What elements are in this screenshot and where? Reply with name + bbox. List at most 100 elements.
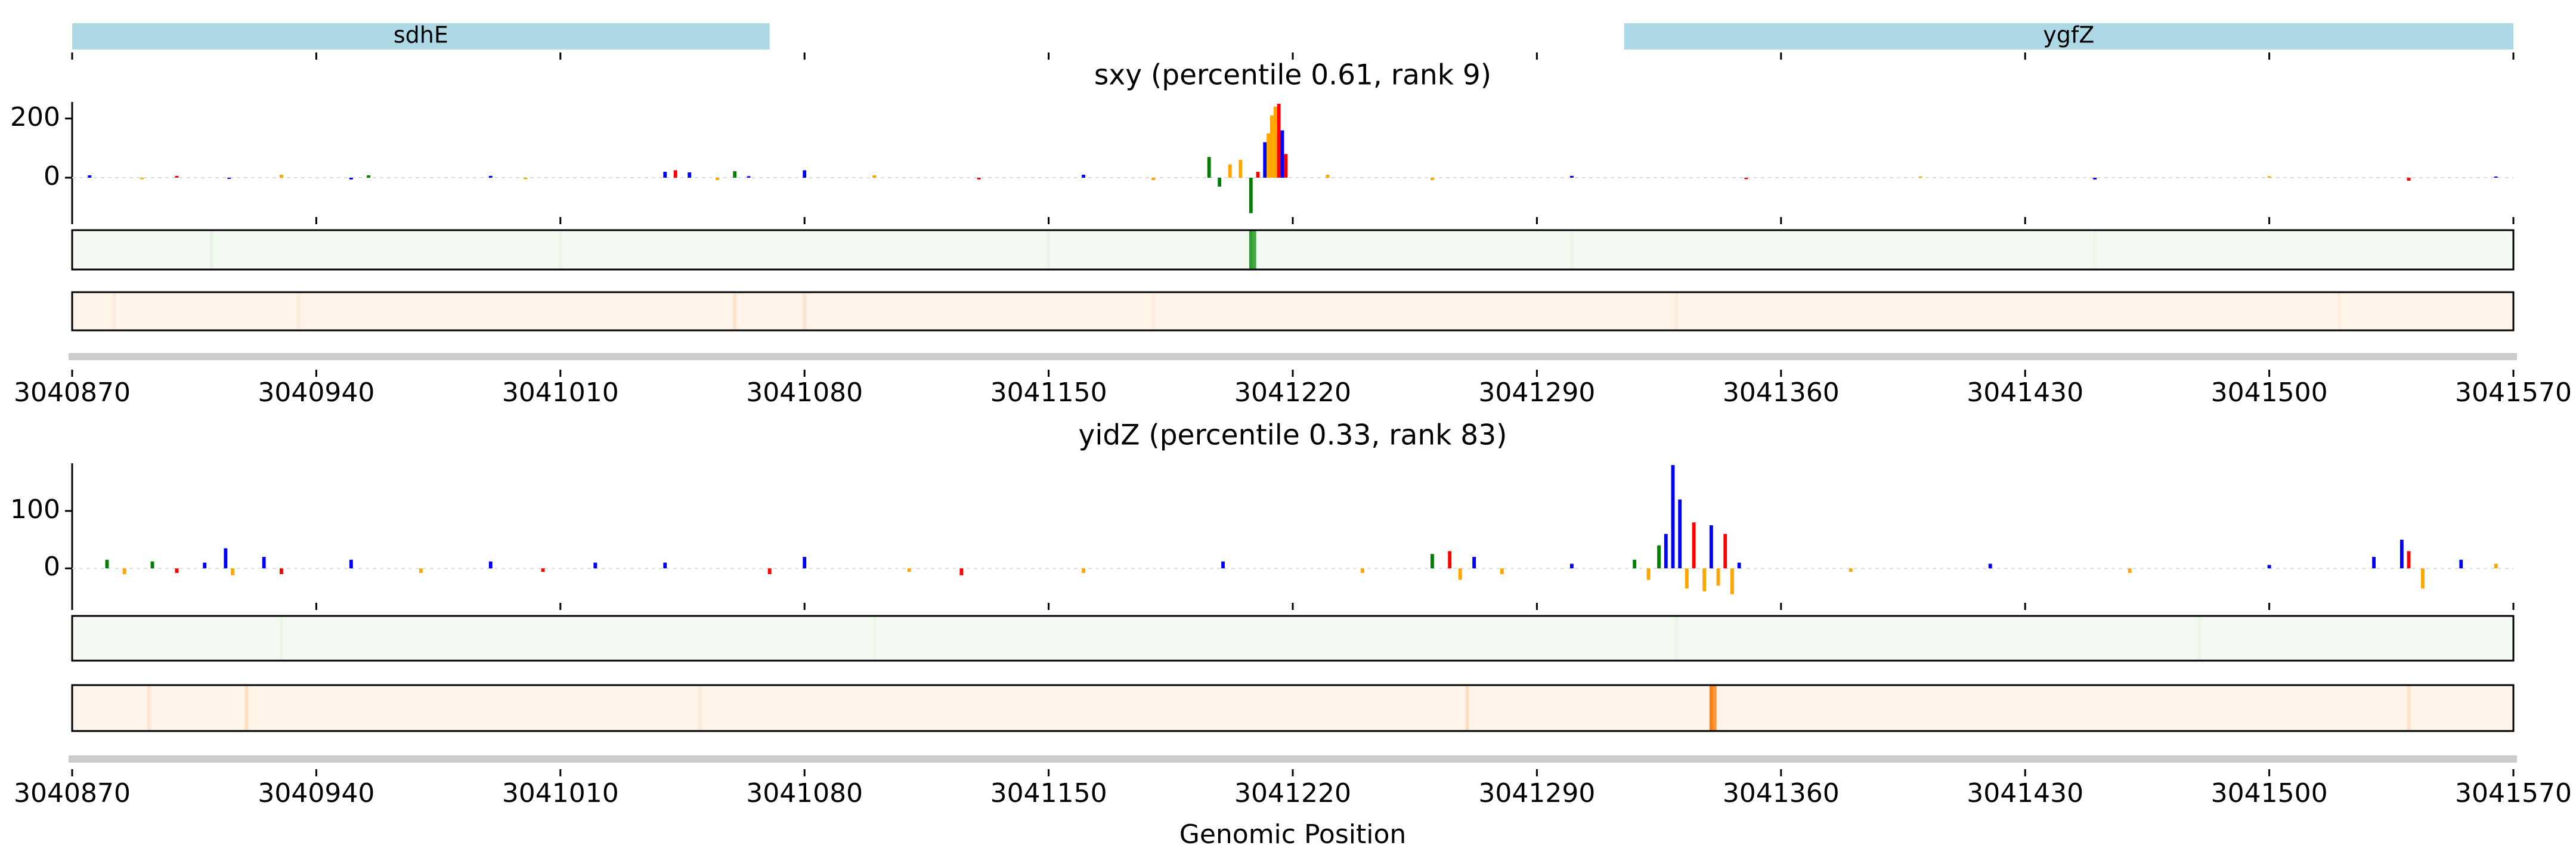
logo-bar bbox=[1326, 175, 1330, 178]
heat-cell bbox=[147, 686, 151, 730]
logo-bar bbox=[1709, 525, 1713, 569]
logo-bar bbox=[1685, 568, 1689, 589]
y-tick-label: 0 bbox=[44, 161, 60, 191]
logo-bar bbox=[1431, 178, 1434, 180]
logo-bar bbox=[663, 562, 667, 569]
logo-bar bbox=[959, 568, 964, 575]
x-tick-label: 3041010 bbox=[502, 377, 619, 408]
logo-bar bbox=[1988, 563, 1992, 569]
x-tick-label: 3041220 bbox=[1234, 377, 1351, 408]
logo-bar bbox=[1270, 115, 1274, 178]
x-tick-label: 3041430 bbox=[1967, 377, 2083, 408]
logo-bar bbox=[1239, 160, 1243, 178]
x-axis-label: Genomic Position bbox=[1179, 819, 1407, 850]
logo-bar bbox=[1082, 568, 1086, 573]
logo-bar bbox=[1671, 464, 1675, 569]
heat-cell bbox=[733, 293, 737, 330]
heat-cell bbox=[280, 617, 283, 660]
logo-bar bbox=[150, 561, 154, 569]
logo-bar bbox=[224, 548, 228, 569]
x-tick-label: 3040870 bbox=[14, 377, 131, 408]
heat-cell bbox=[558, 231, 562, 269]
panel-title: yidZ (percentile 0.33, rank 83) bbox=[1079, 419, 1507, 452]
heat-cell bbox=[1046, 231, 1051, 269]
x-tick-label: 3041290 bbox=[1478, 377, 1595, 408]
heat-track bbox=[71, 229, 2515, 271]
logo-bar bbox=[349, 559, 353, 569]
logo-bar bbox=[593, 562, 597, 569]
logo-bar bbox=[1744, 178, 1748, 179]
logo-bar bbox=[122, 568, 126, 574]
logo-bar bbox=[203, 562, 207, 569]
logo-bar bbox=[541, 568, 545, 572]
logo-bar bbox=[1458, 568, 1462, 580]
logo-bar bbox=[1918, 176, 1922, 178]
logo-bar bbox=[524, 178, 528, 179]
heat-cell bbox=[1151, 293, 1155, 330]
logo-bar bbox=[279, 175, 283, 178]
logo-bar bbox=[105, 559, 109, 569]
sequence bbox=[69, 755, 2517, 763]
heat-cell bbox=[1674, 293, 1679, 330]
gene bbox=[72, 23, 770, 49]
logo-bar bbox=[367, 175, 371, 178]
heat-cell bbox=[1674, 617, 1679, 660]
logo-bar bbox=[2093, 178, 2097, 179]
heat-cell bbox=[1713, 686, 1717, 730]
logo-bar bbox=[1207, 157, 1211, 178]
logo-bar bbox=[175, 568, 179, 573]
logo-bar bbox=[2372, 556, 2376, 569]
logo-bar bbox=[88, 175, 92, 178]
panel-title: sxy (percentile 0.61, rank 9) bbox=[1094, 59, 1491, 92]
logo-bar bbox=[2421, 568, 2425, 589]
logo-bar bbox=[688, 172, 692, 178]
logo-bar bbox=[1678, 499, 1682, 569]
x-tick-label: 3040940 bbox=[258, 377, 374, 408]
heat-cell bbox=[1252, 231, 1256, 269]
heat-cell bbox=[2407, 686, 2411, 730]
logo-bar bbox=[1849, 568, 1853, 572]
logo-bar bbox=[1448, 551, 1452, 569]
gene-label: sdhE bbox=[394, 22, 448, 48]
logo-bar bbox=[419, 568, 423, 573]
x-tick-label: 3041500 bbox=[2211, 377, 2328, 408]
heat-track bbox=[71, 615, 2515, 662]
logo-bar bbox=[1657, 545, 1661, 569]
logo-bar bbox=[349, 178, 353, 179]
y-tick-label: 100 bbox=[10, 494, 60, 525]
logo-bar bbox=[1730, 568, 1734, 594]
x-tick-label: 3041220 bbox=[1234, 778, 1351, 809]
heat-cell bbox=[698, 686, 702, 730]
logo-bar bbox=[1361, 568, 1364, 573]
x-tick-label: 3041290 bbox=[1478, 778, 1595, 809]
x-tick-label: 3041430 bbox=[1967, 778, 2083, 809]
heat-track bbox=[71, 291, 2515, 332]
x-tick-label: 3041360 bbox=[1723, 778, 1840, 809]
logo-bar bbox=[1228, 164, 1232, 178]
logo-bar bbox=[1256, 172, 1260, 178]
logo-bar bbox=[803, 556, 807, 569]
x-tick-label: 3041360 bbox=[1723, 377, 1840, 408]
logo-bar bbox=[1723, 534, 1727, 569]
logo-bar bbox=[1500, 568, 1504, 574]
logo-bar bbox=[1431, 554, 1434, 569]
x-tick-label: 3041570 bbox=[2455, 377, 2572, 408]
logo-bar bbox=[1737, 562, 1741, 569]
x-tick-label: 3041570 bbox=[2455, 778, 2572, 809]
logo-bar bbox=[2399, 540, 2404, 569]
heat-cell bbox=[1709, 686, 1713, 730]
logo-bar bbox=[663, 172, 667, 178]
logo-bar bbox=[2494, 563, 2498, 569]
x-tick-label: 3041010 bbox=[502, 778, 619, 809]
heat-cell bbox=[1249, 231, 1253, 269]
x-tick-label: 3041150 bbox=[990, 778, 1107, 809]
logo-bar bbox=[1472, 556, 1476, 569]
heat-cell bbox=[1465, 686, 1469, 730]
logo-bar bbox=[279, 568, 283, 574]
logo-bar bbox=[1218, 178, 1222, 187]
logo-bar bbox=[1692, 522, 1696, 569]
x-tick-label: 3040940 bbox=[258, 778, 374, 809]
logo-bar bbox=[2128, 568, 2132, 573]
